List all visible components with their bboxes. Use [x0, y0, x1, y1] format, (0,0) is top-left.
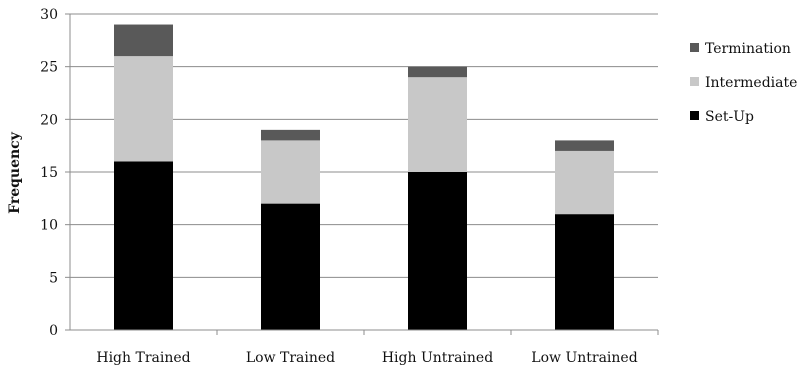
y-tick-label: 25 — [40, 60, 58, 76]
bar-segment-set-up — [555, 214, 614, 330]
legend-label: Intermediate — [705, 75, 797, 91]
y-tick-label: 20 — [40, 112, 58, 128]
y-tick-label: 0 — [49, 323, 58, 339]
legend-label: Set-Up — [705, 109, 754, 125]
x-category-label: Low Trained — [246, 350, 335, 366]
legend-label: Termination — [705, 41, 791, 57]
x-category-label: High Trained — [96, 350, 190, 366]
y-tick-label: 5 — [49, 270, 58, 286]
legend-swatch — [690, 77, 699, 86]
y-tick-label: 15 — [40, 165, 58, 181]
bar-segment-set-up — [114, 161, 173, 330]
bar-series — [114, 24, 614, 330]
bar-segment-intermediate — [555, 150, 614, 215]
y-axis-title: Frequency — [7, 131, 23, 214]
x-category-labels: High Trained Low Trained High Untrained Low… — [96, 350, 637, 366]
y-tick-label: 30 — [40, 7, 58, 23]
axes — [65, 13, 659, 335]
legend-swatch — [690, 111, 699, 120]
bar-segment-termination — [408, 66, 467, 78]
bar-segment-termination — [261, 129, 320, 141]
bar-segment-termination — [114, 24, 173, 57]
bar-segment-intermediate — [408, 77, 467, 172]
x-category-label: Low Untrained — [531, 350, 637, 366]
bar-segment-intermediate — [114, 56, 173, 162]
legend-swatch — [690, 43, 699, 52]
legend: Termination Intermediate Set-Up — [690, 41, 797, 125]
bar-segment-set-up — [408, 172, 467, 330]
bar-segment-termination — [555, 140, 614, 151]
bar-segment-intermediate — [261, 140, 320, 204]
y-tick-label: 10 — [40, 218, 58, 234]
bar-segment-set-up — [261, 203, 320, 330]
y-tick-labels: 0 5 10 15 20 25 30 — [40, 7, 58, 339]
x-category-label: High Untrained — [382, 350, 493, 366]
